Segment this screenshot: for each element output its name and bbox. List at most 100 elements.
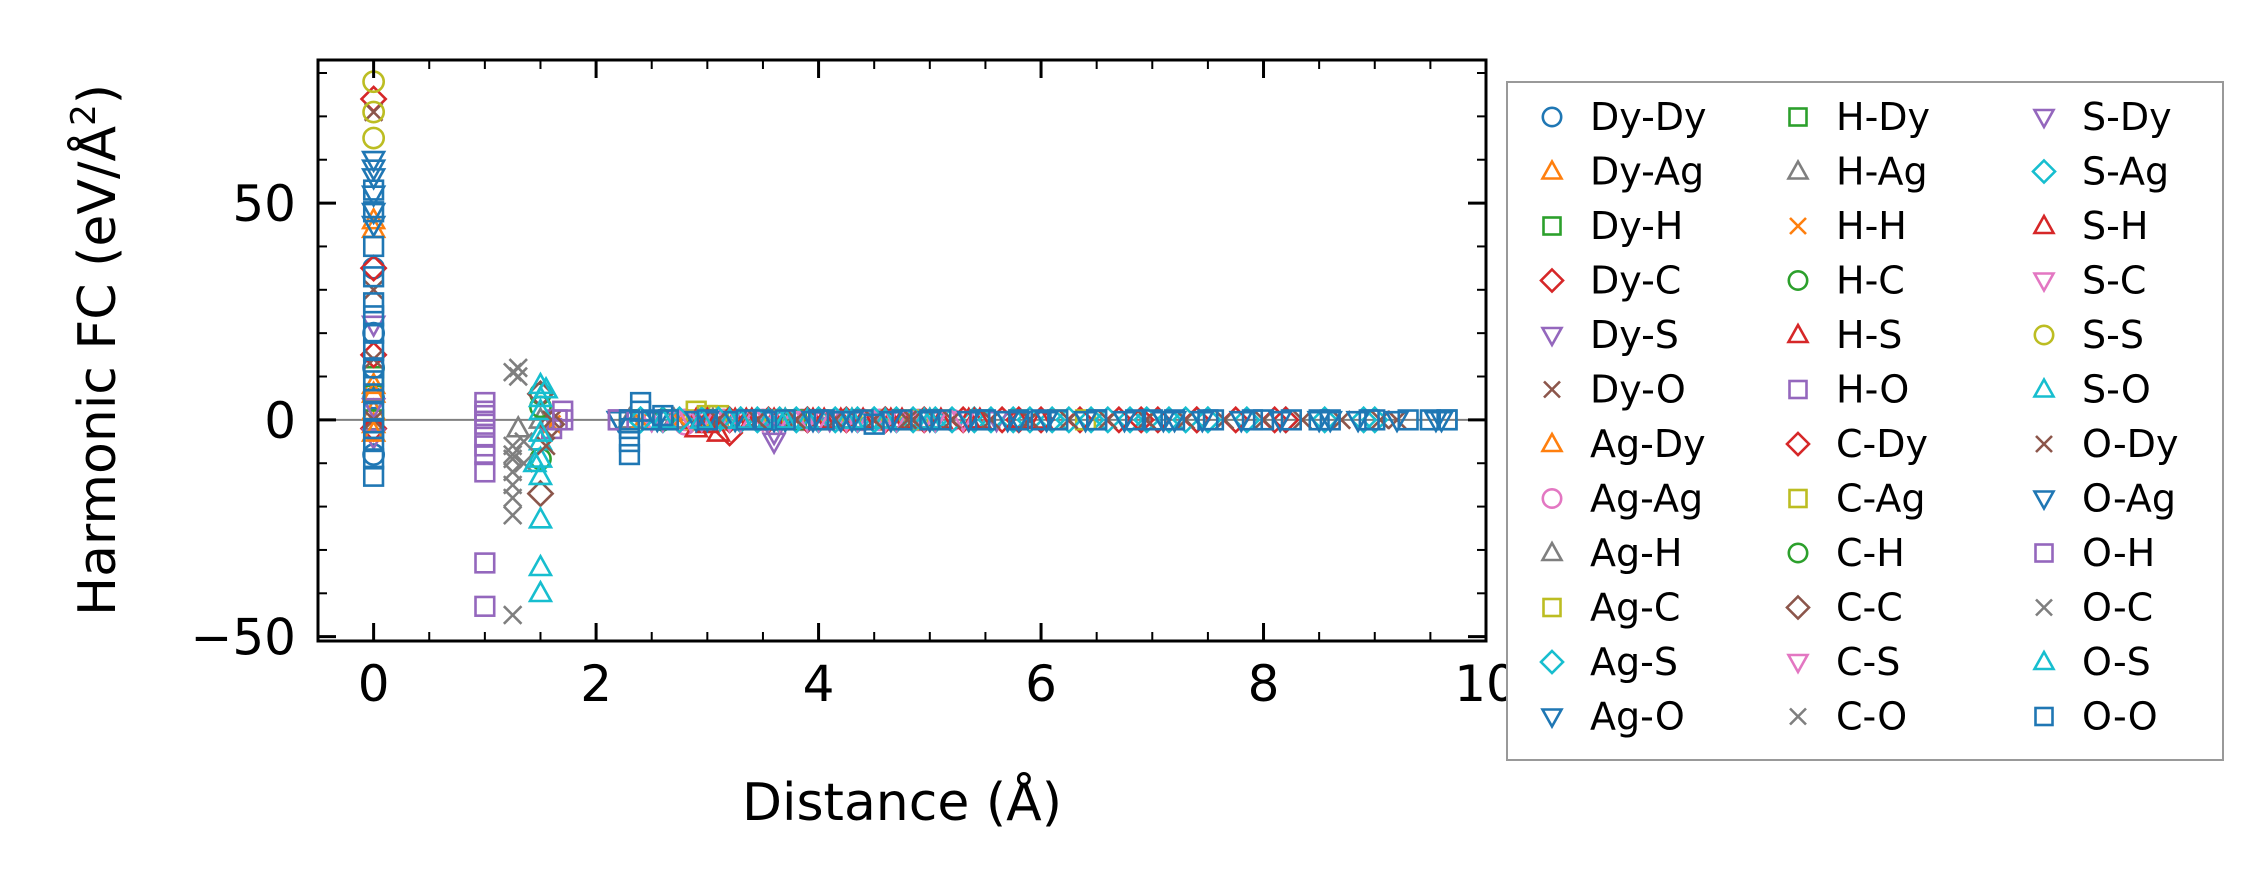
legend-label: C-Ag: [1836, 477, 1926, 521]
data-point: [362, 305, 385, 327]
data-point: [502, 505, 523, 525]
data-point: [735, 409, 757, 431]
legend-marker: [1541, 487, 1563, 509]
data-point: [1436, 409, 1458, 431]
legend-label: C-H: [1836, 531, 1905, 575]
legend-marker: [1543, 380, 1561, 399]
legend-marker: [1540, 326, 1564, 348]
data-point: [527, 579, 554, 603]
y-axis-label-close: ): [68, 84, 128, 104]
legend-marker: [1785, 594, 1811, 621]
legend-label: Dy-O: [1590, 368, 1686, 412]
plot-frame: [316, 58, 1488, 643]
data-point: [1141, 409, 1163, 431]
data-point: [1086, 409, 1108, 431]
y-tick-label: 0: [264, 392, 296, 450]
data-point: [502, 449, 523, 469]
legend-label: H-O: [1836, 368, 1909, 412]
data-point: [362, 357, 385, 379]
data-point: [1345, 410, 1371, 434]
data-point: [360, 397, 387, 421]
data-point: [629, 391, 652, 414]
legend-label: H-C: [1836, 259, 1905, 303]
legend-marker: [1539, 267, 1565, 294]
data-point: [362, 400, 385, 422]
data-point: [1308, 409, 1330, 431]
legend-marker: [1540, 158, 1564, 180]
legend-label: C-O: [1836, 695, 1907, 739]
data-point: [1397, 409, 1419, 431]
data-point: [522, 449, 548, 473]
legend-marker: [2032, 108, 2056, 130]
data-point: [728, 406, 754, 429]
data-point: [360, 206, 387, 230]
data-point: [919, 409, 941, 431]
data-point: [359, 254, 388, 283]
data-point: [1252, 409, 1275, 431]
data-point: [362, 465, 385, 487]
data-point: [527, 397, 554, 421]
legend-marker: [2032, 490, 2056, 512]
data-point: [1028, 406, 1054, 429]
legend-label: O-H: [2082, 531, 2155, 575]
legend-marker: [2032, 272, 2056, 294]
legend-label: Dy-S: [1590, 313, 1679, 357]
data-point: [1271, 405, 1300, 434]
data-point: [508, 366, 528, 387]
data-point: [872, 406, 898, 429]
data-point: [618, 443, 641, 466]
data-point: [527, 419, 554, 442]
legend-label: Ag-H: [1590, 531, 1682, 575]
data-point: [683, 410, 709, 434]
legend-marker: [2034, 543, 2054, 563]
data-point: [474, 461, 496, 483]
data-point: [1189, 410, 1216, 434]
legend-label: S-C: [2082, 259, 2146, 303]
data-point: [794, 406, 821, 429]
legend-marker: [1789, 217, 1807, 235]
legend-label: H-H: [1836, 204, 1907, 248]
data-point: [969, 409, 991, 431]
x-tick-label: 4: [803, 655, 835, 713]
data-point: [652, 404, 674, 427]
legend-label: S-O: [2082, 368, 2151, 412]
data-point: [527, 445, 554, 468]
legend-marker: [1788, 107, 1808, 127]
data-point: [1384, 410, 1410, 434]
legend-label: O-Ag: [2082, 477, 2176, 521]
data-point: [618, 430, 641, 453]
legend-marker: [1785, 431, 1811, 457]
data-point: [508, 358, 528, 378]
legend-marker: [1789, 707, 1807, 726]
legend-label: Dy-C: [1590, 259, 1681, 303]
data-point: [911, 406, 937, 429]
x-axis-label: Distance (Å): [742, 771, 1062, 833]
data-point: [833, 406, 860, 429]
data-point: [641, 409, 663, 431]
data-point: [502, 444, 523, 465]
legend-marker: [2032, 213, 2056, 235]
data-point: [362, 292, 385, 314]
data-point: [722, 410, 748, 434]
legend-marker: [1787, 269, 1809, 291]
data-point: [761, 432, 787, 456]
data-point: [362, 100, 386, 124]
data-point: [644, 410, 670, 434]
legend-marker: [1540, 431, 1564, 453]
legend-label: O-Dy: [2082, 422, 2178, 466]
data-point: [1033, 410, 1060, 434]
legend-label: Ag-Ag: [1590, 477, 1703, 521]
legend-label: C-C: [1836, 586, 1903, 630]
data-point: [605, 410, 632, 434]
legend-label: S-Dy: [2082, 95, 2172, 139]
data-point: [1358, 409, 1380, 431]
data-point: [502, 475, 523, 495]
data-point: [1306, 410, 1332, 434]
data-point: [800, 410, 826, 434]
data-point: [474, 435, 496, 457]
data-point: [891, 409, 913, 431]
y-tick-label: 50: [232, 175, 296, 233]
legend-label: S-H: [2082, 204, 2148, 248]
data-point: [527, 462, 554, 486]
